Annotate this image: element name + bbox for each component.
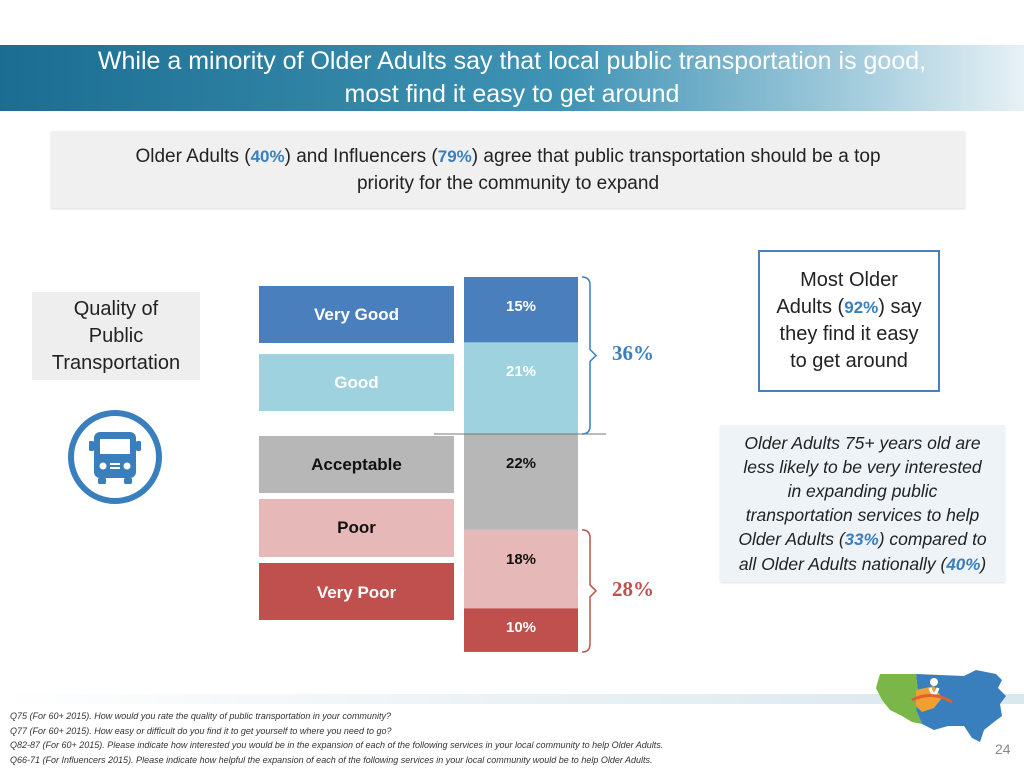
footnotes: Q75 (For 60+ 2015). How would you rate t… — [10, 709, 910, 767]
page-title-line-2: most find it easy to get around — [344, 80, 680, 108]
page-number: 24 — [995, 741, 1011, 757]
note-value-all: 40% — [946, 554, 981, 574]
quality-label-line-1: Quality of — [73, 297, 159, 320]
bracket-label-good-total: 36% — [612, 341, 654, 366]
bar-label-acceptable: 22% — [505, 454, 537, 472]
callout-text-4: priority for the community to expand — [356, 172, 660, 194]
bar-segment-acceptable — [464, 433, 578, 530]
bar-label-poor: 18% — [505, 550, 537, 568]
bus-icon — [68, 410, 162, 504]
callout-text-3: ) agree that public transportation shoul… — [471, 145, 881, 167]
note-line-5b: ) compared to — [878, 528, 987, 549]
page-title-line-1: While a minority of Older Adults say tha… — [97, 47, 927, 75]
legend-label-acceptable: Acceptable — [311, 454, 402, 474]
bracket-poor-total — [581, 529, 598, 653]
bar-label-very-poor: 10% — [505, 619, 537, 637]
priority-callout: Older Adults (40%) and Influencers (79%)… — [51, 131, 965, 208]
legend-label-very-poor: Very Poor — [316, 583, 397, 602]
note-line-2: less likely to be very interested — [743, 456, 982, 477]
ease-line-1: Most Older — [800, 269, 898, 291]
bar-label-very-good: 15% — [505, 298, 537, 315]
legend-poor: Poor — [259, 499, 454, 557]
callout-text-1: Older Adults ( — [135, 145, 251, 167]
bracket-label-poor-total: 28% — [612, 576, 654, 601]
ease-line-4: to get around — [790, 350, 908, 372]
legend-label-poor: Poor — [337, 518, 376, 537]
callout-older-adults-value: 40% — [250, 146, 285, 166]
ease-value: 92% — [844, 298, 879, 317]
bar-segment-poor — [464, 529, 578, 609]
quality-label-line-2: Public — [88, 324, 144, 347]
ease-line-2a: Adults ( — [776, 296, 845, 318]
ease-line-3: they find it easy — [779, 323, 919, 345]
note-line-5a: Older Adults ( — [738, 528, 845, 549]
bar-segment-very-poor — [464, 608, 578, 652]
note-line-4: transportation services to help — [745, 504, 980, 525]
bar-segment-very-good — [464, 277, 578, 343]
us-map-logo-icon — [876, 670, 1006, 742]
callout-text-2: ) and Influencers ( — [284, 145, 438, 167]
footnote: Q66-71 (For Influencers 2015). Please in… — [10, 754, 653, 765]
note-line-1: Older Adults 75+ years old are — [744, 432, 981, 453]
footer-band — [0, 694, 1024, 704]
note-line-6b: ) — [980, 553, 987, 574]
page-title: While a minority of Older Adults say tha… — [40, 45, 984, 111]
legend-label-very-good: Very Good — [313, 304, 400, 324]
footnote: Q75 (For 60+ 2015). How would you rate t… — [10, 711, 391, 721]
callout-influencers-value: 79% — [437, 146, 472, 166]
legend-good: Good — [259, 354, 454, 411]
note-line-3: in expanding public — [787, 480, 938, 501]
title-band: While a minority of Older Adults say tha… — [0, 45, 1024, 111]
ease-of-travel-box: Most Older Adults (92%) say they find it… — [758, 250, 940, 392]
ease-line-2b: ) say — [878, 296, 922, 318]
footnote: Q82-87 (For 60+ 2015). Please indicate h… — [10, 740, 664, 750]
bar-label-good: 21% — [505, 363, 537, 381]
bracket-good-total — [581, 276, 598, 435]
note-value-75plus: 33% — [844, 529, 879, 549]
legend-very-good: Very Good — [259, 286, 454, 343]
note-line-6a: all Older Adults nationally ( — [738, 553, 947, 574]
legend-very-poor: Very Poor — [259, 563, 454, 620]
bar-segment-good — [464, 342, 578, 434]
legend-label-good: Good — [334, 372, 379, 392]
age-75-note-box: Older Adults 75+ years old are less like… — [720, 425, 1005, 582]
legend-acceptable: Acceptable — [259, 436, 454, 493]
quality-label-box: Quality of Public Transportation — [32, 292, 200, 380]
footnote: Q77 (For 60+ 2015). How easy or difficul… — [10, 725, 392, 736]
quality-label-line-3: Transportation — [51, 351, 181, 374]
